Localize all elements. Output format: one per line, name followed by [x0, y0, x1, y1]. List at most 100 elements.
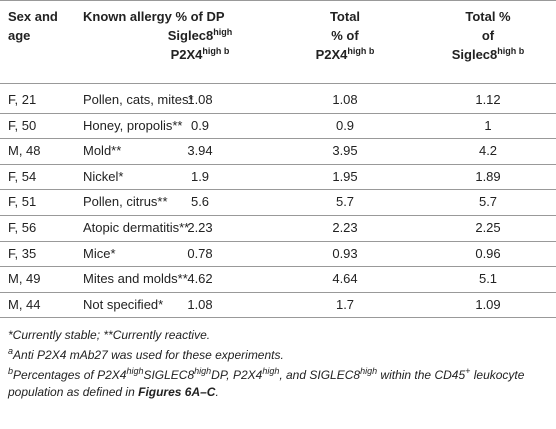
table-cell: Honey, propolis**: [83, 117, 183, 133]
table-cell: 4.62: [187, 271, 213, 287]
text-segment: leukocyte population as defined in: [8, 368, 525, 400]
rule-line: [0, 266, 556, 268]
text-segment: % of: [331, 28, 359, 43]
footnote: aAnti P2X4 mAb27 was used for these expe…: [8, 347, 553, 364]
table-cell: 1.9: [190, 168, 210, 184]
text-segment: Sex and: [8, 9, 58, 24]
table-cell: 0.9: [335, 117, 355, 133]
table-cell: 1.95: [332, 168, 358, 184]
table-cell: M, 49: [8, 271, 41, 287]
table-cell: 5.7: [335, 194, 355, 210]
table-cell: F, 35: [8, 245, 37, 261]
header-line: % of DP: [168, 7, 233, 26]
table-cell: 1.08: [187, 92, 213, 107]
table-cell: 1.89: [475, 168, 501, 184]
table-cell: 0.96: [475, 245, 501, 261]
text-segment: a: [8, 346, 14, 357]
header-line: Total: [316, 7, 375, 26]
table-cell: 3.94: [187, 143, 213, 159]
header-cell: Sex and age: [8, 7, 58, 45]
header-line: Known allergy: [83, 7, 172, 26]
rule-line: [0, 0, 556, 1]
rule-line: [0, 163, 556, 165]
text-segment: high b: [202, 46, 230, 56]
text-segment: high: [213, 27, 233, 37]
header-line: Siglec8high: [168, 26, 233, 45]
table-cell: 3.95: [332, 143, 358, 159]
table-cell: 1.7: [335, 296, 355, 312]
table-cell: 1.08: [187, 296, 213, 312]
table-cell: 4.64: [332, 271, 358, 287]
text-segment: P2X4: [315, 47, 348, 62]
table-cell: Pollen, citrus**: [83, 194, 168, 210]
footnote: *Currently stable; **Currently reactive.: [8, 327, 553, 344]
text-segment: SIGLEC8: [143, 368, 195, 383]
header-cell: Known allergy: [83, 7, 172, 26]
table-cell: M, 48: [8, 143, 41, 159]
table-cell: F, 50: [8, 117, 37, 133]
text-segment: age: [8, 28, 31, 43]
table-cell: F, 21: [8, 92, 37, 107]
table-cell: 1.08: [332, 92, 358, 107]
text-segment: Siglec8: [451, 47, 498, 62]
header-line: % of: [316, 26, 375, 45]
header-cell: % of DP Siglec8high P2X4high b: [168, 7, 233, 64]
rule-line: [0, 215, 556, 216]
text-segment: Known allergy: [83, 9, 172, 24]
text-segment: .: [215, 385, 219, 400]
table-cell: 1: [484, 117, 492, 133]
table-cell: 2.23: [187, 220, 213, 235]
table-cell: 0.78: [187, 245, 213, 261]
table-cell: 2.25: [475, 220, 501, 235]
table-cell: 2.23: [332, 220, 358, 235]
table-cell: 5.7: [478, 194, 498, 210]
rule-line: [0, 291, 556, 293]
table-cell: F, 54: [8, 168, 37, 184]
table-cell: Nickel*: [83, 168, 124, 184]
header-line: age: [8, 26, 58, 45]
table-cell: Mites and molds**: [83, 271, 188, 287]
rule-line: [0, 138, 556, 140]
rule-line: [0, 112, 556, 114]
rule-line: [0, 317, 556, 319]
text-segment: % of DP: [175, 9, 225, 24]
text-segment: +: [465, 366, 471, 377]
text-segment: Total: [329, 9, 361, 24]
table-cell: Mice*: [83, 245, 116, 261]
text-segment: high: [126, 366, 144, 377]
header-cell: Total % of Siglec8high b: [452, 7, 525, 64]
text-segment: high: [262, 366, 280, 377]
table-cell: 1.12: [475, 92, 501, 107]
text-segment: of: [481, 28, 495, 43]
header-line: Total %: [452, 7, 525, 26]
table-cell: 1.09: [475, 296, 501, 312]
table-cell: 0.9: [190, 117, 210, 133]
text-segment: DP, P2X4: [211, 368, 263, 383]
table-cell: Atopic dermatitis**: [83, 220, 190, 235]
header-line: of: [452, 26, 525, 45]
text-segment: , and SIGLEC8: [279, 368, 361, 383]
text-segment: P2X4: [170, 47, 203, 62]
text-segment: Figures 6A–C: [138, 385, 216, 400]
header-line: P2X4high b: [168, 45, 233, 64]
table-cell: 0.93: [332, 245, 358, 261]
header-line: Siglec8high b: [452, 45, 525, 64]
text-segment: high b: [347, 46, 375, 56]
text-segment: Anti P2X4 mAb27 was used for these exper…: [13, 348, 284, 363]
table-cell: Pollen, cats, mites*: [83, 92, 194, 107]
footnote: bPercentages of P2X4highSIGLEC8highDP, P…: [8, 367, 553, 401]
header-line: P2X4high b: [316, 45, 375, 64]
rule-line: [0, 83, 556, 84]
table-cell: F, 51: [8, 194, 37, 210]
text-segment: high: [194, 366, 212, 377]
rule-line: [0, 189, 556, 191]
text-segment: within the CD45: [377, 368, 466, 383]
text-segment: Total %: [465, 9, 511, 24]
table-cell: 5.6: [190, 194, 210, 210]
text-segment: Siglec8: [167, 28, 214, 43]
table-cell: M, 44: [8, 296, 41, 312]
text-segment: high: [360, 366, 378, 377]
table-cell: F, 56: [8, 220, 37, 235]
text-segment: Percentages of P2X4: [13, 368, 127, 383]
header-cell: Total % of P2X4high b: [316, 7, 375, 64]
